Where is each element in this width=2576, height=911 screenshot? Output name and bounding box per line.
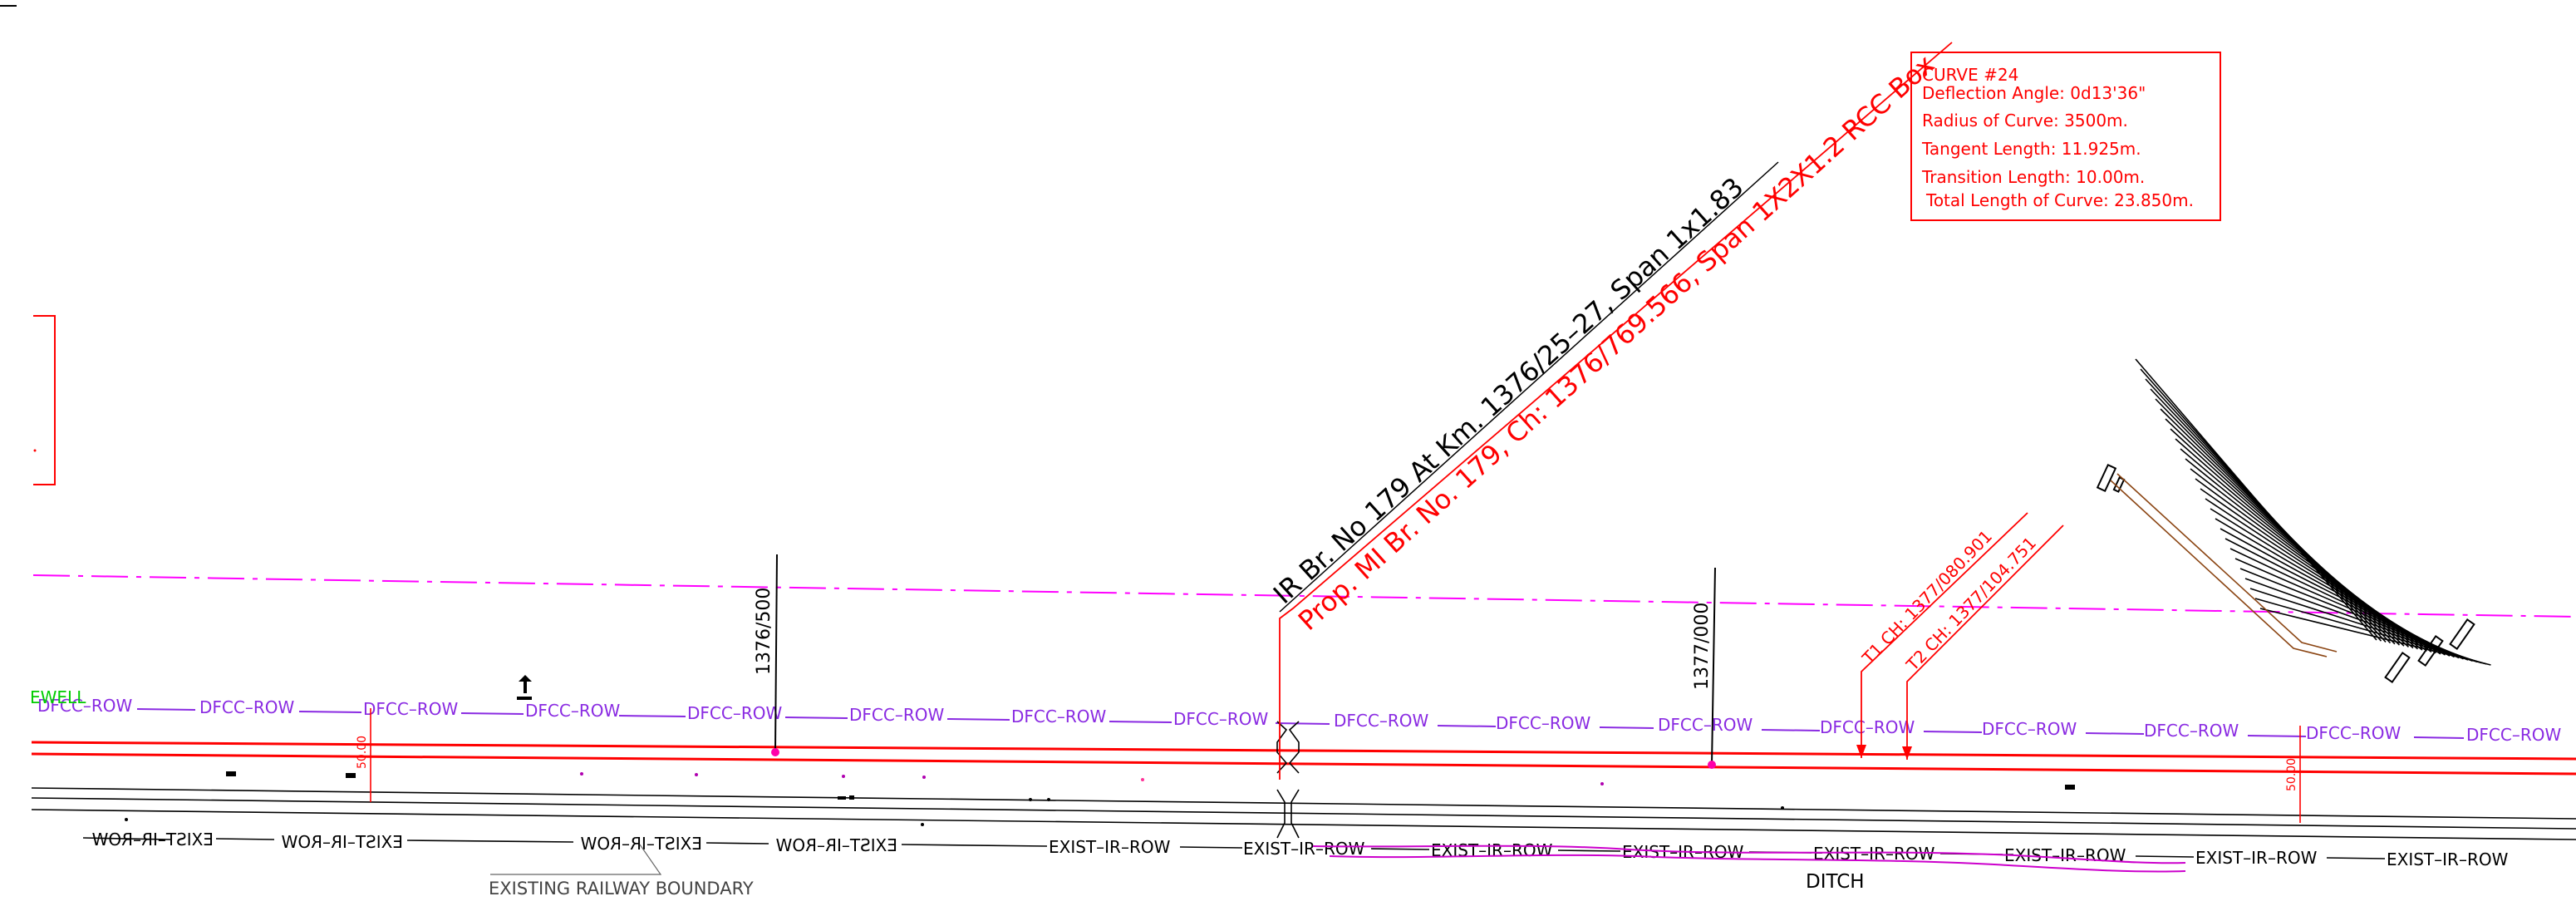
dfcc-row-label: DFCC–ROW [1011,707,1106,726]
ir-bridge-leader [1279,161,1779,613]
t1-arrowhead [1856,745,1866,758]
t1-leader [1861,512,2028,758]
ditch-lines [1312,845,2186,873]
ir-bridge-label: IR Br. No 179 At Km. 1376/25–27, Span 1x… [1267,171,1750,610]
existing-track-lines [31,787,2576,840]
curve-info-box [1910,52,2221,221]
exist-ir-row-label: EXIST–IR–ROW [2195,848,2318,868]
dfcc-row-label: DFCC–ROW [1334,711,1428,731]
dfcc-row-label: DFCC–ROW [37,696,132,716]
chainage-marker-dot [1708,761,1716,769]
dfcc-row-label: DFCC–ROW [1820,717,1915,737]
dfcc-row-label: DFCC–ROW [1658,715,1753,735]
exist-ir-row-label: EXIST–IR–ROW [1049,837,1171,857]
survey-dot [842,775,845,778]
curve-title: CURVE #24 [1922,65,2018,85]
curve-deflection-angle: Deflection Angle: 0d13'36" [1922,83,2146,103]
chainage-1376-500-line [774,554,778,753]
curve-info-text: CURVE #24 Deflection Angle: 0d13'36" Rad… [1921,65,2194,210]
survey-dot [1600,782,1604,785]
ewell-label: EWELL [30,687,86,707]
survey-dot [695,773,698,776]
hatch-line [2254,598,2487,665]
survey-dot [1029,798,1032,801]
hatch-line [2244,578,2478,663]
ditch-label: DITCH [1806,871,1865,893]
dfcc-row-label: DFCC–ROW [363,699,458,719]
exist-ir-row-labels: EXIST–IR–ROW EXIST–IR–ROW EXIST–IR–ROW E… [91,830,2508,869]
dfcc-row-line [136,708,2465,739]
marker-symbol [2065,785,2075,790]
survey-mark [849,795,854,800]
bridge-structure [1276,721,1300,839]
dfcc-row-label: DFCC–ROW [849,705,944,725]
exist-ir-row-label-mirrored: EXIST–IR–ROW [775,835,897,855]
left-red-dot [33,449,37,452]
hatch-end-blocks [2096,463,2475,684]
left-red-bracket [33,315,56,485]
prop-bridge-leader [1279,42,1953,780]
hatched-structure [2135,358,2491,666]
dfcc-row-label: DFCC–ROW [2306,723,2401,743]
chainage-1377-000-label: 1377/000 [1692,603,1713,690]
survey-dot [1781,806,1784,810]
t2-arrowhead [1902,746,1912,760]
boundary-leader [490,844,662,875]
exist-ir-row-label: EXIST–IR–ROW [1243,839,1365,859]
marker-symbol [226,771,236,776]
offset-mark-label: 50.00 [2285,758,2298,791]
curve-radius: Radius of Curve: 3500m. [1922,111,2128,130]
hatch-line [2249,588,2482,664]
survey-dot [580,772,583,776]
marker-symbol [346,773,356,778]
survey-dot [922,776,926,779]
hatch-line [2239,568,2473,662]
t2-leader [1906,524,2064,760]
chainage-1376-500-label: 1376/500 [754,588,774,675]
brown-road-lines [2110,473,2338,657]
proposed-track-lines [31,741,2576,776]
dfcc-row-label: DFCC–ROW [525,701,620,721]
survey-mark [838,796,846,800]
survey-dot [1141,778,1144,781]
exist-ir-row-label-mirrored: EXIST–IR–ROW [580,834,702,854]
prop-bridge-label: Prop. MI Br. No. 179, Ch: 1376/769.566, … [1292,48,1940,637]
dfcc-row-label: DFCC–ROW [1173,709,1268,729]
tree-base [517,697,532,700]
curve-transition-length: Transition Length: 10.00m. [1921,167,2145,187]
existing-boundary-label: EXISTING RAILWAY BOUNDARY [489,879,754,899]
dfcc-row-label: DFCC–ROW [687,703,782,723]
exist-ir-row-label: EXIST–IR–ROW [2387,849,2509,869]
survey-dot [1047,798,1050,801]
survey-dot [921,823,924,826]
curve-total-length: Total Length of Curve: 23.850m. [1925,190,2194,210]
dfcc-row-label: DFCC–ROW [1496,713,1590,733]
boundary-dashdot-line [32,574,2576,618]
offset-mark-label: 50.00 [356,736,369,769]
exist-ir-row-label-mirrored: EXIST–IR–ROW [91,830,214,849]
survey-dot [125,818,128,821]
dfcc-row-labels: DFCC–ROW DFCC–ROW DFCC–ROW DFCC–ROW DFCC… [37,696,2561,745]
dfcc-row-label: DFCC–ROW [199,697,294,717]
dfcc-row-label: DFCC–ROW [1982,719,2077,739]
chainage-marker-dot [771,748,779,756]
dfcc-row-label: DFCC–ROW [2144,721,2239,741]
tree-symbol [519,675,532,693]
chainage-1377-000-line [1711,567,1716,766]
curve-tangent-length: Tangent Length: 11.925m. [1921,139,2141,159]
scattered-symbols [125,675,2075,826]
dfcc-row-label: DFCC–ROW [2466,725,2561,745]
exist-ir-row-label-mirrored: EXIST–IR–ROW [281,832,403,852]
hatch-line [2259,608,2491,666]
